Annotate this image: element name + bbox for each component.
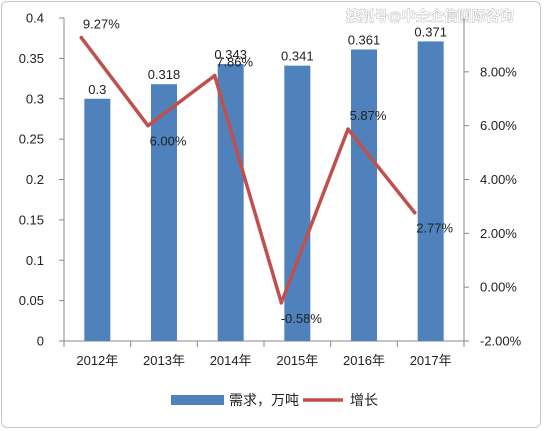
line-point (79, 35, 84, 40)
line-point (346, 127, 350, 131)
y-left-tick-label: 0 (37, 334, 44, 349)
line-point (146, 123, 150, 128)
y-left-tick-label: 0.4 (26, 11, 44, 26)
bar (151, 84, 177, 341)
x-tick-label: 2015年 (276, 353, 318, 368)
x-tick-label: 2016年 (343, 353, 385, 368)
legend-swatch-bar (171, 395, 224, 405)
legend: 需求，万吨 增长 (171, 392, 378, 408)
y-right-tick-label: 4.00% (480, 172, 517, 187)
y-left-tick-label: 0.05 (19, 293, 44, 308)
legend-label-line: 增长 (350, 392, 378, 408)
bar (217, 64, 244, 341)
bar (84, 98, 111, 341)
bar (351, 49, 377, 342)
y-right-tick-label: 0.00% (480, 280, 517, 295)
bar-labels: 0.3 0.318 0.343 0.341 0.361 0.371 (88, 24, 447, 96)
x-tick-label: 2012年 (76, 353, 118, 368)
axes: 0 0.05 0.1 0.15 0.2 0.25 0.3 0.35 0.4 -2.00% 0.00%… (19, 11, 522, 369)
line-data-label: 9.27% (83, 17, 120, 32)
watermark-text: 搜狐号@中金企信国际咨询 (346, 8, 514, 24)
y-right-tick-label: 2.00% (480, 226, 517, 241)
y-left-tick-label: 0.35 (19, 51, 44, 66)
bar-data-label: 0.318 (148, 67, 181, 82)
legend-label-bar: 需求，万吨 (229, 392, 299, 408)
y-left-tick-label: 0.2 (26, 172, 44, 187)
line-growth (79, 35, 417, 305)
line-labels: 9.27% 6.00% 7.86% -0.58% 5.87% 2.77% (83, 17, 454, 326)
y-right-tick-label: -2.00% (480, 334, 522, 349)
bar-data-label: 0.343 (214, 47, 247, 62)
y-left-tick-label: 0.15 (19, 212, 44, 227)
y-left-tick-label: 0.3 (26, 91, 44, 106)
bar-data-label: 0.371 (414, 24, 447, 39)
y-left-tick-label: 0.25 (19, 132, 44, 147)
y-right-tick-label: 8.00% (480, 64, 517, 79)
line-point (212, 73, 217, 78)
line-data-label: 6.00% (150, 134, 187, 149)
line-data-label: 2.77% (416, 221, 453, 236)
bars (84, 41, 444, 342)
x-tick-label: 2013年 (143, 353, 185, 368)
line-point (279, 300, 284, 305)
line-point (412, 210, 417, 215)
line-data-label: 5.87% (350, 108, 387, 123)
bar-data-label: 0.3 (88, 82, 106, 97)
x-tick-label: 2014年 (210, 353, 252, 368)
bar (417, 41, 444, 341)
bar (284, 65, 311, 341)
x-tick-label: 2017年 (410, 353, 452, 368)
line-data-label: 7.86% (216, 55, 253, 70)
line-data-label: -0.58% (281, 311, 323, 326)
bar-data-label: 0.361 (348, 32, 381, 47)
y-left-tick-label: 0.1 (26, 253, 44, 268)
bar-data-label: 0.341 (281, 49, 314, 64)
y-right-tick-label: 6.00% (480, 118, 517, 133)
line-series (79, 35, 417, 305)
